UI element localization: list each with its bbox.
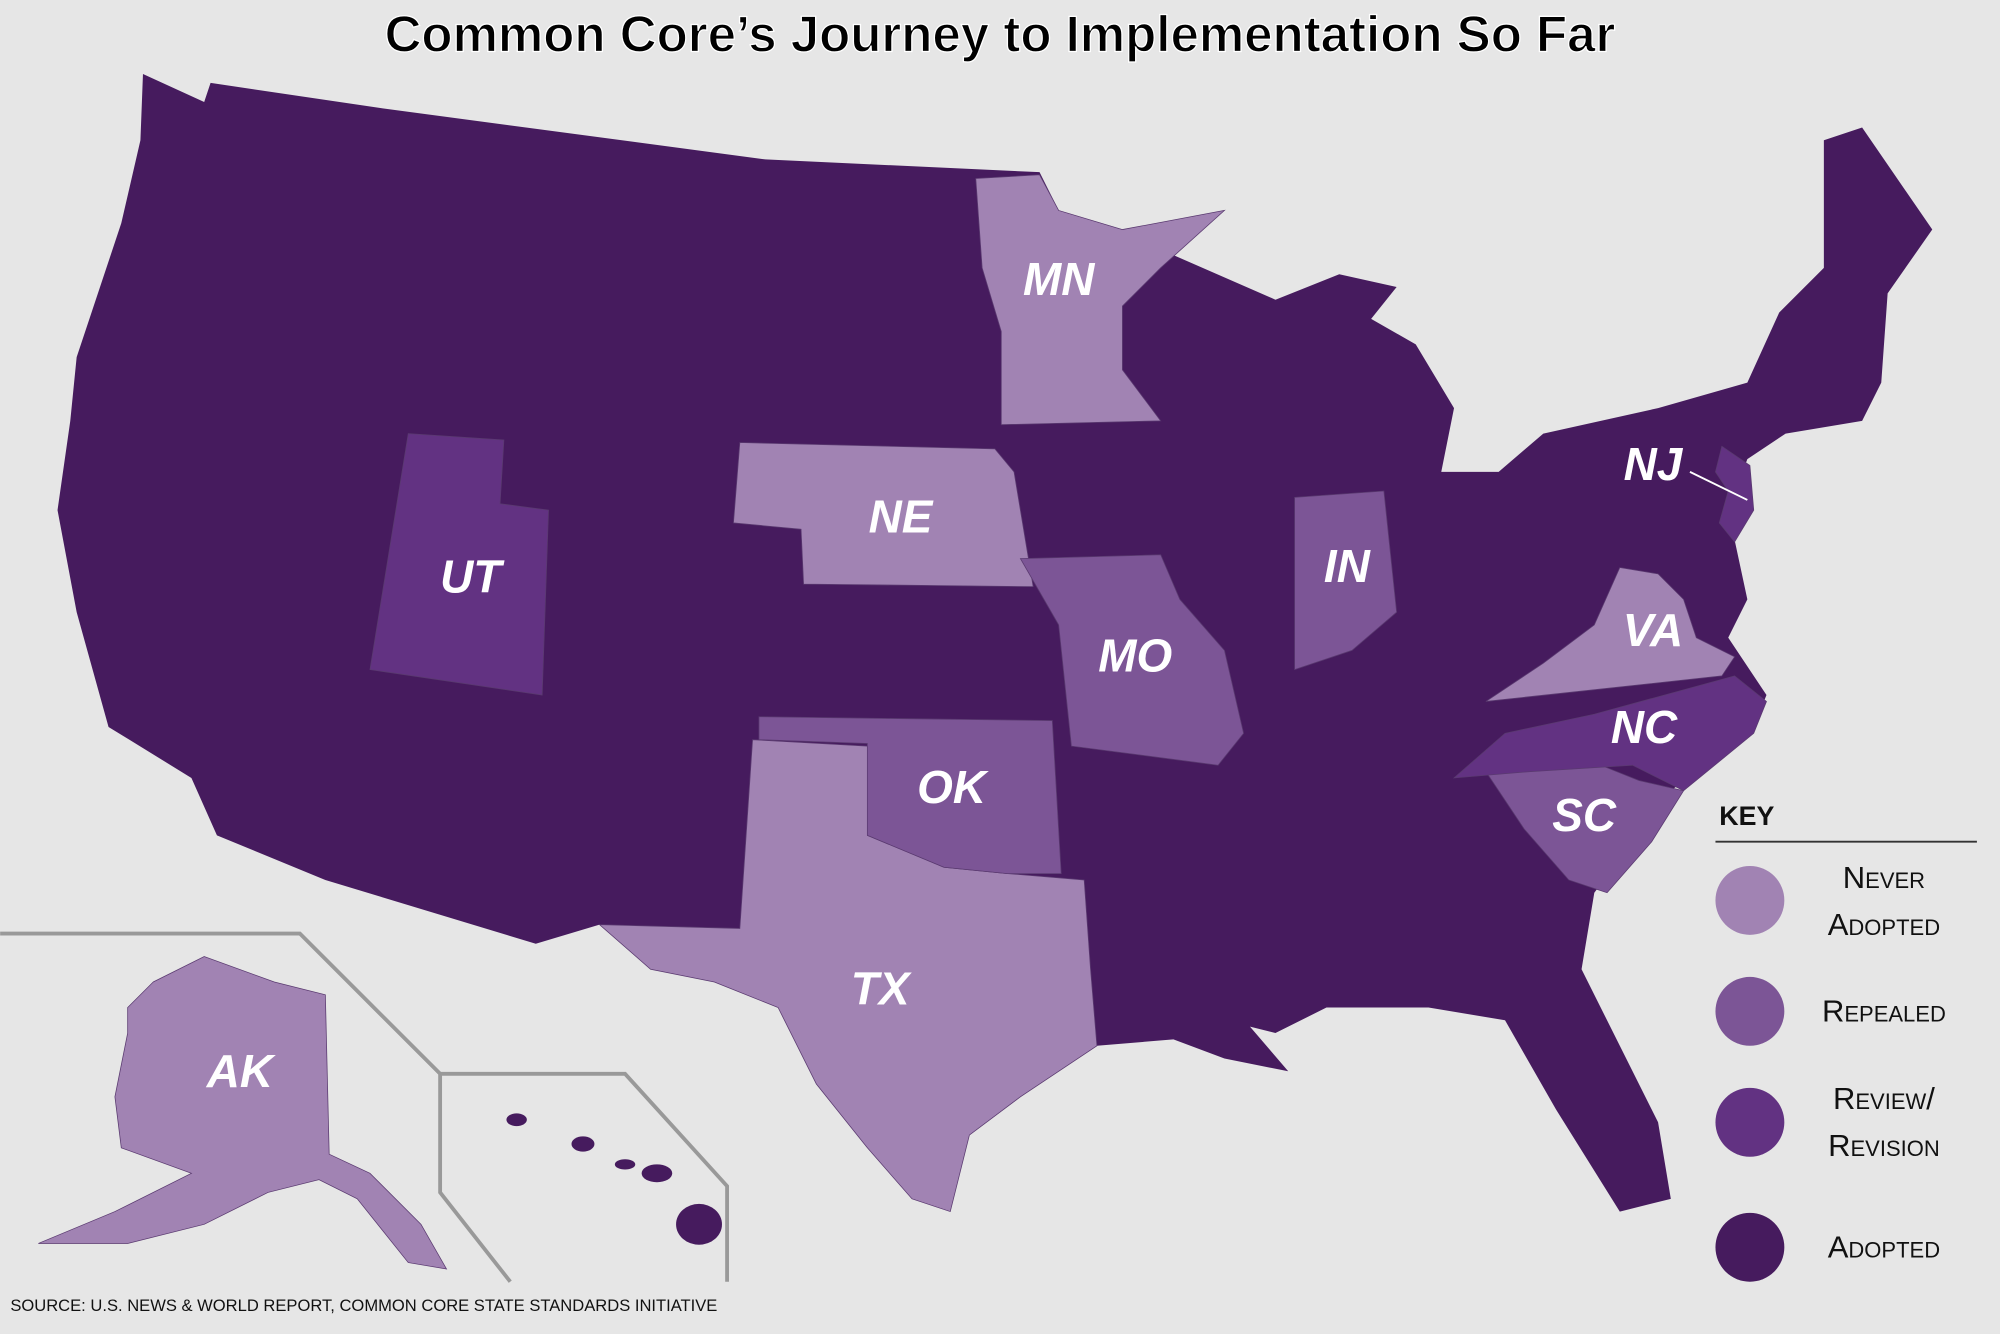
hawaii: [506, 1113, 722, 1245]
state: [38, 956, 448, 1270]
state: [1019, 554, 1245, 766]
state: [733, 442, 1034, 588]
state: [758, 716, 1062, 874]
key-label: Repealed: [1821, 993, 1946, 1029]
state-labels: MN NE TX AK VA OK MO IN SC UT NC NJ: [206, 253, 1684, 1097]
states: [38, 174, 1767, 1270]
state-label: AK: [206, 1045, 276, 1097]
state-label: TX: [851, 962, 912, 1014]
key-label: Review/ Revision: [1828, 1081, 1940, 1164]
key-swatch: [1715, 865, 1785, 935]
state: [1452, 675, 1767, 792]
key-label: Adopted: [1827, 1229, 1941, 1265]
state-label: MO: [1098, 629, 1172, 681]
state-label: SC: [1552, 789, 1617, 841]
key-title: KEY: [1719, 801, 1774, 831]
key-label: Never Adopted: [1827, 859, 1941, 942]
state: [1485, 764, 1685, 894]
inset-borders: [0, 931, 729, 1283]
state-label: OK: [917, 761, 989, 813]
state-label: NJ: [1624, 438, 1684, 490]
state-label: NE: [869, 490, 934, 542]
source: SOURCE: U.S. NEWS & WORLD REPORT, COMMON…: [10, 1296, 717, 1315]
title: Common Core’s Journey to Implementation …: [385, 6, 1616, 63]
key-swatch: [1715, 1212, 1785, 1282]
nj-pointer: [1689, 471, 1748, 501]
state: [975, 174, 1226, 426]
state-label: NC: [1611, 701, 1678, 753]
state-label: UT: [440, 550, 505, 602]
key-swatch: [1715, 1087, 1785, 1157]
key-swatch: [1715, 976, 1785, 1046]
state: [1294, 490, 1398, 671]
state-label: IN: [1324, 540, 1371, 592]
state-label: VA: [1623, 604, 1683, 656]
us-outline: [57, 73, 1933, 1212]
state: [1485, 567, 1736, 702]
state: [369, 433, 549, 696]
state-label: MN: [1023, 253, 1095, 305]
